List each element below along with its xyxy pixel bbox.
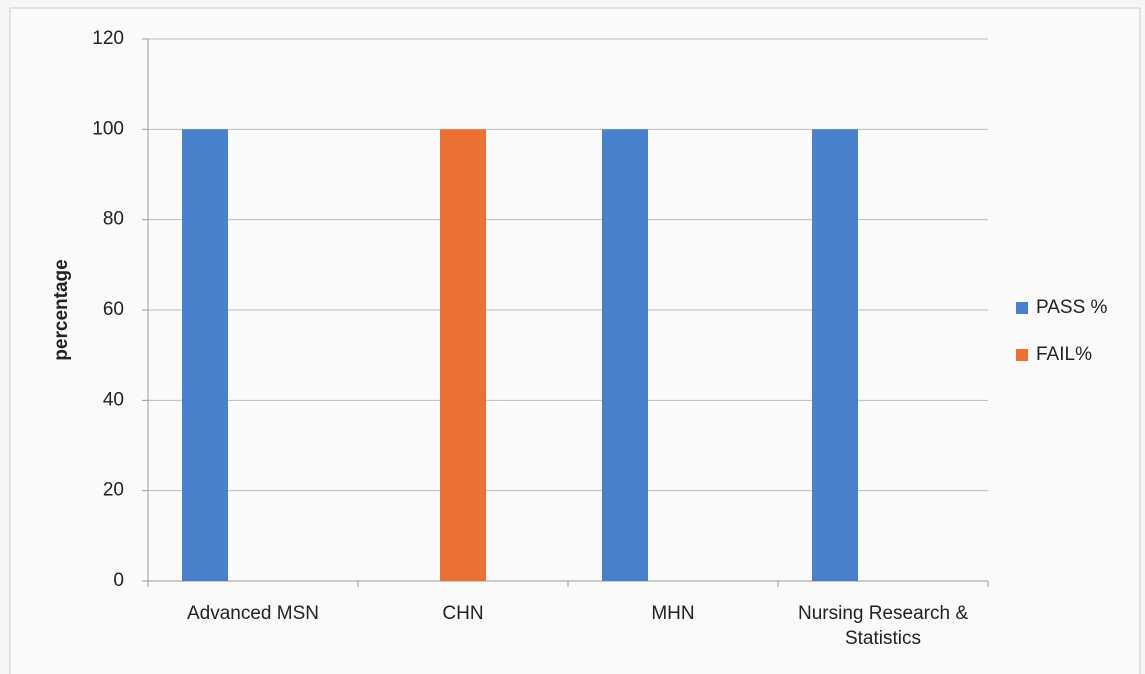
bar <box>602 129 648 582</box>
chart-frame <box>9 7 1141 674</box>
legend-swatch <box>1016 349 1028 361</box>
x-tick-label: MHN <box>651 603 695 624</box>
y-tick-label: 60 <box>103 299 124 320</box>
x-tick-label: Nursing Research & Statistics <box>797 603 969 649</box>
y-tick-label: 100 <box>92 118 124 139</box>
x-tick-label: CHN <box>442 603 484 624</box>
bar <box>812 129 858 582</box>
bar <box>440 129 486 582</box>
bar <box>182 129 228 582</box>
y-tick-label: 0 <box>113 570 124 591</box>
y-tick-label: 120 <box>92 28 124 49</box>
y-tick-label: 80 <box>103 209 124 230</box>
y-tick-label: 20 <box>103 480 124 501</box>
legend-label: PASS % <box>1036 297 1108 318</box>
y-tick-label: 40 <box>103 389 124 410</box>
x-tick-label: Advanced MSN <box>186 603 319 624</box>
legend-label: FAIL% <box>1036 344 1092 365</box>
y-axis-label: percentage <box>51 259 72 360</box>
legend-swatch <box>1016 302 1028 314</box>
